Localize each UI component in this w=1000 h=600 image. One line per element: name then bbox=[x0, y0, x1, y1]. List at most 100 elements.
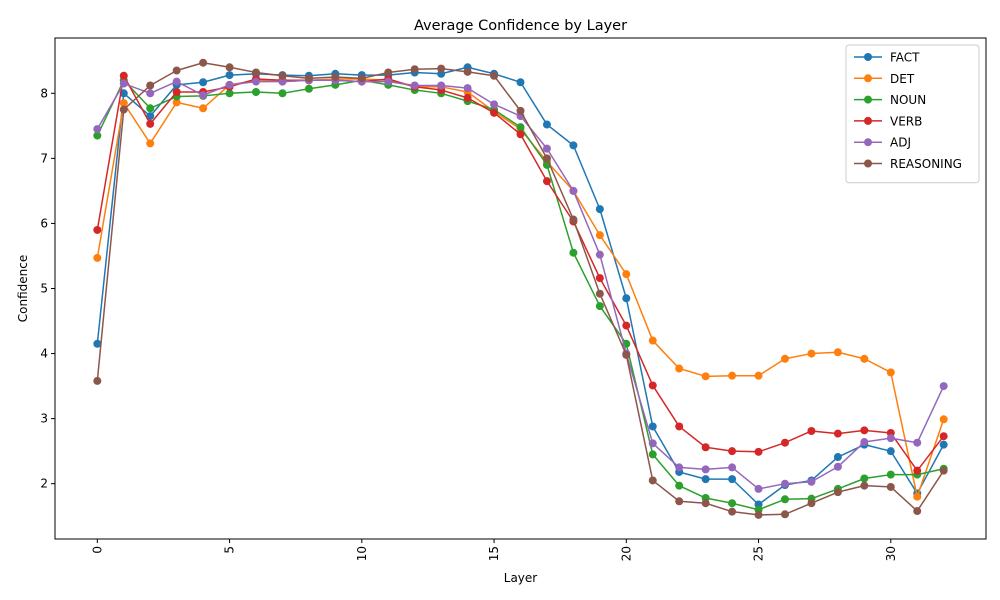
data-point-adj bbox=[675, 463, 684, 472]
data-point-adj bbox=[648, 439, 657, 448]
data-point-reasoning bbox=[754, 510, 763, 519]
data-point-adj bbox=[199, 91, 208, 100]
data-point-verb bbox=[516, 130, 525, 139]
data-point-noun bbox=[146, 104, 155, 113]
data-point-reasoning bbox=[860, 481, 869, 490]
data-point-adj bbox=[728, 463, 737, 472]
data-point-det bbox=[807, 349, 816, 358]
data-point-verb bbox=[913, 466, 922, 475]
legend-swatch-marker bbox=[864, 53, 872, 61]
data-point-reasoning bbox=[331, 73, 340, 82]
data-point-det bbox=[146, 139, 155, 148]
y-tick-label: 7 bbox=[40, 151, 48, 165]
data-point-reasoning bbox=[595, 289, 604, 298]
x-tick-label: 25 bbox=[752, 546, 766, 561]
data-point-noun bbox=[780, 495, 789, 504]
y-axis: 2 3 4 5 6 7 8 bbox=[40, 86, 55, 491]
data-point-reasoning bbox=[728, 507, 737, 516]
legend-swatch-marker bbox=[864, 74, 872, 83]
data-point-reasoning bbox=[939, 466, 948, 475]
data-point-noun bbox=[648, 450, 657, 459]
data-point-verb bbox=[146, 119, 155, 128]
legend-label: REASONING bbox=[890, 157, 962, 171]
data-point-noun bbox=[278, 89, 287, 98]
data-point-verb bbox=[807, 426, 816, 435]
data-point-reasoning bbox=[913, 507, 922, 516]
data-point-noun bbox=[516, 123, 525, 132]
data-point-det bbox=[913, 492, 922, 501]
legend-swatch-marker bbox=[864, 95, 872, 104]
data-point-reasoning bbox=[542, 154, 551, 163]
data-point-verb bbox=[622, 321, 631, 330]
data-point-reasoning bbox=[119, 105, 128, 114]
legend-swatch-marker bbox=[864, 159, 872, 168]
data-point-adj bbox=[542, 144, 551, 153]
data-point-reasoning bbox=[569, 215, 578, 224]
data-point-fact bbox=[648, 422, 657, 431]
legend-item-verb: VERB bbox=[854, 114, 922, 128]
data-point-noun bbox=[886, 470, 895, 479]
legend-item-det: DET bbox=[854, 72, 915, 86]
data-point-det bbox=[675, 364, 684, 373]
data-point-det bbox=[886, 368, 895, 377]
series-adj bbox=[93, 76, 948, 493]
y-tick-label: 8 bbox=[40, 86, 48, 100]
data-point-reasoning bbox=[886, 482, 895, 491]
data-point-det bbox=[595, 231, 604, 240]
data-point-fact bbox=[146, 112, 155, 121]
data-point-noun bbox=[595, 302, 604, 311]
x-tick-label: 20 bbox=[619, 546, 633, 561]
data-point-reasoning bbox=[410, 65, 419, 74]
data-point-det bbox=[93, 253, 102, 262]
x-tick-label: 30 bbox=[884, 546, 898, 561]
data-point-verb bbox=[93, 225, 102, 234]
data-point-noun bbox=[569, 248, 578, 257]
legend-swatch-marker bbox=[864, 138, 872, 147]
data-point-det bbox=[860, 354, 869, 363]
data-point-adj bbox=[146, 89, 155, 98]
data-point-noun bbox=[728, 499, 737, 508]
data-point-det bbox=[754, 371, 763, 380]
data-point-det bbox=[701, 372, 710, 381]
legend-box bbox=[845, 44, 980, 184]
data-point-noun bbox=[675, 481, 684, 490]
data-point-det bbox=[172, 98, 181, 107]
data-point-reasoning bbox=[384, 68, 393, 77]
data-point-adj bbox=[807, 477, 816, 486]
data-point-fact bbox=[622, 294, 631, 303]
data-point-adj bbox=[437, 81, 446, 90]
data-point-fact bbox=[199, 78, 208, 87]
data-point-adj bbox=[569, 186, 578, 195]
data-point-reasoning bbox=[516, 106, 525, 115]
data-point-adj bbox=[754, 484, 763, 493]
x-tick-label: 10 bbox=[355, 546, 369, 561]
data-point-verb bbox=[119, 71, 128, 80]
data-point-reasoning bbox=[675, 497, 684, 506]
data-point-adj bbox=[860, 438, 869, 447]
data-point-reasoning bbox=[807, 499, 816, 508]
data-point-adj bbox=[780, 479, 789, 488]
data-point-verb bbox=[833, 429, 842, 438]
legend-label: ADJ bbox=[890, 136, 911, 150]
y-tick-label: 3 bbox=[40, 412, 48, 426]
data-point-reasoning bbox=[146, 81, 155, 90]
data-point-noun bbox=[252, 88, 261, 97]
y-tick-label: 5 bbox=[40, 282, 48, 296]
data-point-fact bbox=[595, 205, 604, 214]
data-point-reasoning bbox=[93, 376, 102, 385]
data-point-det bbox=[780, 354, 789, 363]
data-point-verb bbox=[860, 426, 869, 435]
x-tick-label: 0 bbox=[90, 546, 104, 554]
y-tick-label: 2 bbox=[40, 477, 48, 491]
legend: FACT DET NOUN VERB ADJ REASONING bbox=[845, 44, 980, 184]
data-point-reasoning bbox=[252, 68, 261, 77]
data-point-reasoning bbox=[648, 476, 657, 485]
data-point-det bbox=[199, 104, 208, 113]
data-point-reasoning bbox=[225, 63, 234, 72]
data-point-verb bbox=[754, 447, 763, 456]
x-tick-label: 5 bbox=[223, 546, 237, 554]
data-point-fact bbox=[939, 440, 948, 449]
data-point-adj bbox=[278, 77, 287, 86]
data-point-reasoning bbox=[780, 510, 789, 519]
